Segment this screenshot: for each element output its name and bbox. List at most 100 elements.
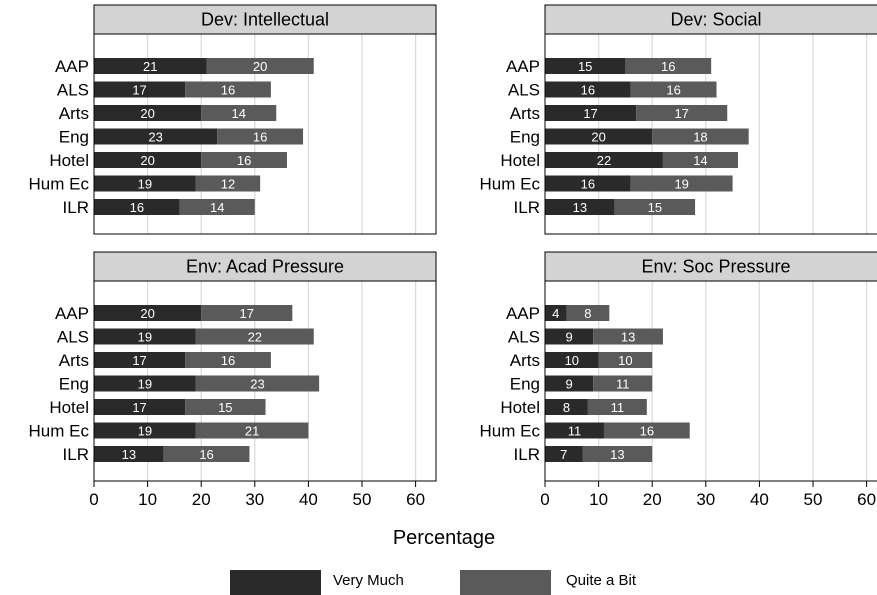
- value-label: 16: [581, 83, 595, 98]
- x-tick-label: 20: [643, 490, 662, 509]
- x-tick-label: 40: [299, 490, 318, 509]
- value-label: 9: [566, 330, 573, 345]
- value-label: 17: [240, 306, 254, 321]
- bar-quite-a-bit-hum-ec: [195, 175, 261, 192]
- plot-frame: [544, 280, 877, 482]
- category-label-hotel: Hotel: [500, 151, 540, 170]
- bar-very-much-arts: [94, 352, 186, 368]
- bar-very-much-aap: [94, 305, 202, 321]
- value-label: 19: [674, 177, 688, 192]
- bar-very-much-hotel: [545, 152, 663, 168]
- panel-title: Dev: Intellectual: [201, 10, 329, 30]
- category-label-hum-ec: Hum Ec: [29, 175, 90, 194]
- bar-quite-a-bit-hotel: [201, 152, 287, 168]
- category-label-ilr: ILR: [63, 198, 89, 217]
- value-label: 19: [138, 330, 152, 345]
- value-label: 9: [566, 377, 573, 392]
- bar-quite-a-bit-ilr: [163, 446, 250, 462]
- bar-very-much-eng: [94, 128, 218, 145]
- bar-very-much-hotel: [94, 152, 202, 168]
- value-label: 21: [143, 59, 157, 74]
- value-label: 20: [140, 306, 154, 321]
- legend: Very Much Quite a Bit: [230, 570, 637, 595]
- value-label: 14: [231, 106, 245, 121]
- bar-quite-a-bit-eng: [195, 375, 320, 392]
- value-label: 16: [199, 447, 213, 462]
- x-tick-label: 0: [540, 490, 549, 509]
- category-label-als: ALS: [57, 81, 89, 100]
- value-label: 20: [591, 130, 605, 145]
- category-label-arts: Arts: [510, 104, 540, 123]
- value-label: 20: [140, 153, 154, 168]
- category-label-ilr: ILR: [514, 198, 540, 217]
- bar-quite-a-bit-ilr: [614, 199, 696, 215]
- x-tick-label: 60: [406, 490, 425, 509]
- value-label: 16: [581, 177, 595, 192]
- category-label-als: ALS: [57, 328, 89, 347]
- value-label: 22: [597, 153, 611, 168]
- bar-quite-a-bit-hum-ec: [603, 422, 690, 439]
- category-label-als: ALS: [508, 328, 540, 347]
- bar-very-much-aap: [94, 58, 207, 74]
- x-tick-label: 10: [138, 490, 157, 509]
- bar-very-much-hum-ec: [545, 175, 631, 192]
- value-label: 16: [221, 83, 235, 98]
- value-label: 12: [221, 177, 235, 192]
- value-label: 23: [148, 130, 162, 145]
- value-label: 13: [573, 200, 587, 215]
- category-label-arts: Arts: [59, 104, 89, 123]
- value-label: 11: [616, 377, 630, 392]
- panel-strip: [544, 4, 877, 35]
- value-label: 16: [221, 353, 235, 368]
- bar-quite-a-bit-arts: [201, 105, 277, 121]
- panel-title: Env: Acad Pressure: [186, 257, 344, 277]
- bar-quite-a-bit-als: [630, 81, 717, 98]
- value-label: 19: [138, 377, 152, 392]
- value-label: 16: [666, 83, 680, 98]
- value-label: 14: [210, 200, 224, 215]
- x-tick-label: 30: [696, 490, 715, 509]
- bar-quite-a-bit-eng: [217, 128, 304, 145]
- bar-quite-a-bit-arts: [185, 352, 271, 368]
- legend-swatch-very-much: [230, 570, 321, 595]
- category-label-hum-ec: Hum Ec: [480, 175, 541, 194]
- value-label: 17: [132, 353, 146, 368]
- bar-very-much-als: [94, 328, 196, 345]
- bar-quite-a-bit-hotel: [662, 152, 738, 168]
- x-tick-label: 60: [857, 490, 876, 509]
- value-label: 10: [618, 353, 632, 368]
- category-label-ilr: ILR: [514, 445, 540, 464]
- x-tick-label: 50: [353, 490, 372, 509]
- value-label: 18: [693, 130, 707, 145]
- bar-very-much-arts: [545, 352, 599, 368]
- value-label: 4: [552, 306, 559, 321]
- value-label: 13: [610, 447, 624, 462]
- bar-very-much-hotel: [545, 399, 588, 415]
- bar-quite-a-bit-arts: [598, 352, 653, 368]
- value-label: 16: [237, 153, 251, 168]
- value-label: 7: [560, 447, 567, 462]
- value-label: 23: [250, 377, 264, 392]
- value-label: 17: [132, 83, 146, 98]
- bar-quite-a-bit-hotel: [185, 399, 266, 415]
- category-label-hotel: Hotel: [500, 398, 540, 417]
- bar-very-much-als: [545, 328, 594, 345]
- bar-very-much-arts: [94, 105, 202, 121]
- category-label-aap: AAP: [506, 57, 540, 76]
- legend-swatch-quite-a-bit: [460, 570, 551, 595]
- bar-very-much-hotel: [94, 399, 186, 415]
- plot-frame: [93, 280, 437, 482]
- category-label-aap: AAP: [55, 304, 89, 323]
- bar-quite-a-bit-ilr: [179, 199, 255, 215]
- value-label: 15: [218, 400, 232, 415]
- value-label: 10: [565, 353, 579, 368]
- panel-dev-intellectual: Dev: Intellectual 21 20 AAP 17 16 ALS 20 14 Arts 2…: [29, 4, 437, 235]
- value-label: 15: [648, 200, 662, 215]
- panel-strip: [544, 251, 877, 282]
- value-label: 14: [693, 153, 707, 168]
- bar-very-much-aap: [545, 58, 626, 74]
- bar-quite-a-bit-arts: [636, 105, 728, 121]
- panel-strip: [93, 4, 437, 35]
- value-label: 17: [674, 106, 688, 121]
